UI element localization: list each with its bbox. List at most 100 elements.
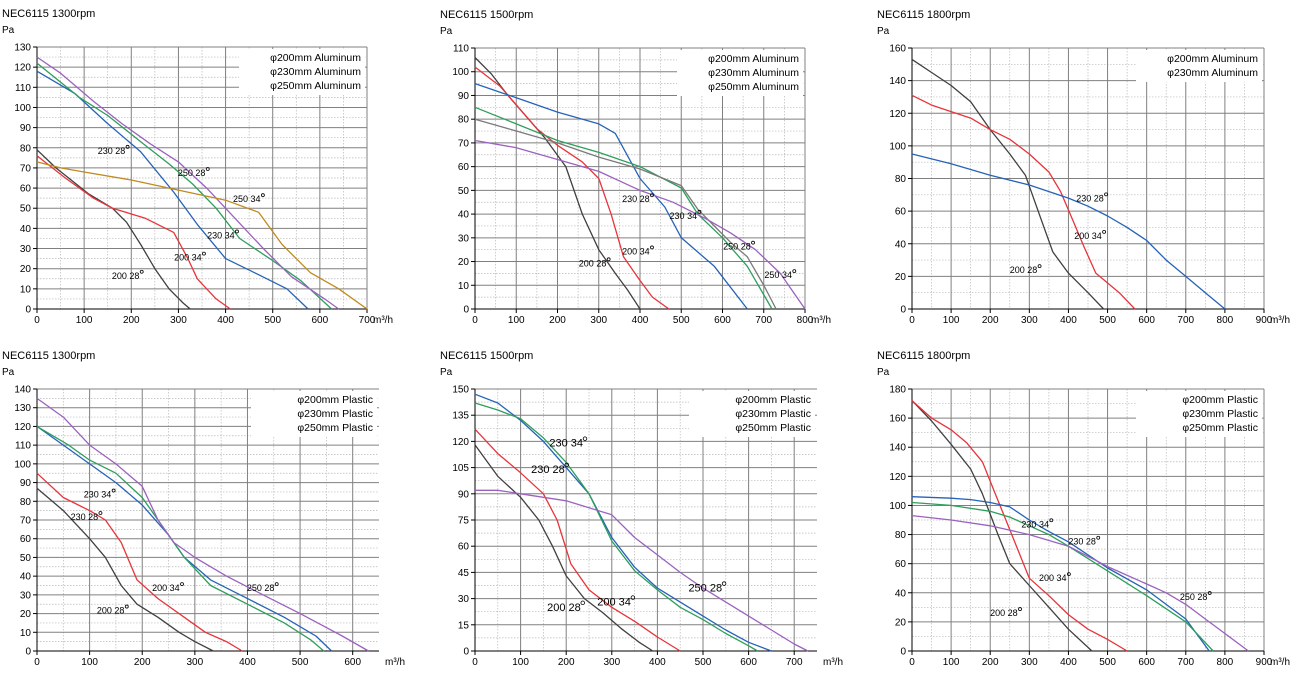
series-line-blue (36, 70, 309, 310)
chart-panel-4: 0 100 200 300 400 500 600 0 10 20 30 40 50 60 70 80 90 10… (2, 350, 405, 668)
x-tick-label: 500 (673, 315, 690, 326)
y-tick-label: 70 (458, 138, 470, 149)
curve-label: 250 28 (723, 242, 751, 252)
x-tick-label: 800 (1217, 657, 1234, 668)
curve-label: 200 34 (597, 597, 631, 609)
series-line-red (36, 155, 231, 310)
y-tick-label: 160 (889, 44, 906, 55)
y-tick-label: 100 (14, 459, 31, 470)
y-tick-label: 0 (25, 647, 31, 658)
series-line-red (36, 472, 243, 652)
chart-panel-1: 0 100 200 300 400 500 600 700 0 10 20 30 40 50 60 70 80 9… (2, 8, 393, 326)
x-tick-label: 100 (81, 657, 98, 668)
x-tick-label: 0 (34, 657, 40, 668)
curve-label: 230 28 (71, 512, 99, 522)
y-tick-label: 80 (458, 115, 470, 126)
legend-entry: φ250mm Plastic (735, 422, 811, 434)
y-tick-label: 0 (900, 647, 906, 658)
series-line-green (474, 106, 773, 310)
curve-label: 230 28 (1076, 193, 1104, 203)
y-tick-label: 30 (20, 590, 32, 601)
legend-box (677, 50, 803, 96)
series-line-green (911, 501, 1214, 652)
legend-box (689, 391, 815, 437)
y-tick-label: 140 (889, 76, 906, 87)
y-axis-unit: Pa (2, 367, 15, 378)
curve-label: 250 28 (178, 168, 206, 178)
chart-panel-5: 0 100 200 300 400 500 600 700 0 15 30 45 60 75 90 105 12… (440, 350, 843, 668)
legend-entry: φ200mm Aluminum (708, 53, 799, 65)
x-tick-label: 900 (1256, 315, 1273, 326)
y-tick-label: 105 (452, 463, 469, 474)
x-tick-label: 500 (1099, 657, 1116, 668)
x-tick-label: 700 (1177, 315, 1194, 326)
degree-symbol (697, 209, 702, 214)
y-tick-label: 10 (20, 284, 32, 295)
x-tick-label: 700 (359, 315, 376, 326)
curve-label: 200 34 (1074, 231, 1102, 241)
series-line-black (36, 149, 191, 310)
y-tick-label: 75 (458, 516, 470, 527)
legend-entry: φ250mm Plastic (297, 422, 373, 434)
x-tick-label: 700 (786, 657, 803, 668)
series-line-purple (36, 397, 369, 652)
legend-box (1136, 50, 1262, 82)
y-tick-label: 70 (20, 163, 32, 174)
y-tick-label: 50 (20, 204, 32, 215)
series-line-purple (475, 489, 809, 652)
legend-entry: φ230mm Plastic (297, 408, 373, 420)
y-tick-label: 80 (20, 143, 32, 154)
series-line-red (911, 400, 1128, 652)
y-tick-label: 10 (458, 281, 470, 292)
degree-symbol (111, 488, 116, 493)
y-axis-unit: Pa (877, 26, 890, 37)
y-tick-label: 135 (452, 411, 469, 422)
y-tick-label: 100 (889, 501, 906, 512)
y-tick-label: 60 (20, 534, 32, 545)
curve-label: 230 28 (531, 464, 565, 476)
y-tick-label: 120 (889, 472, 906, 483)
x-tick-label: 200 (982, 315, 999, 326)
x-tick-label: 400 (632, 315, 649, 326)
y-tick-label: 60 (458, 162, 470, 173)
x-axis-unit: m³/h (385, 657, 405, 668)
y-tick-label: 60 (458, 542, 470, 553)
x-axis-unit: m³/h (823, 657, 843, 668)
y-tick-label: 40 (20, 572, 32, 583)
series-line-black (474, 444, 654, 652)
x-tick-label: 0 (909, 657, 915, 668)
y-tick-label: 45 (458, 568, 470, 579)
chart-title: NEC6115 1500rpm (440, 9, 533, 21)
x-tick-label: 100 (512, 657, 529, 668)
y-tick-label: 15 (458, 620, 470, 631)
x-tick-label: 600 (344, 657, 361, 668)
x-tick-label: 500 (264, 315, 281, 326)
y-tick-label: 140 (14, 385, 31, 396)
y-tick-label: 90 (458, 489, 470, 500)
y-tick-label: 0 (463, 647, 469, 658)
x-tick-label: 300 (603, 657, 620, 668)
x-tick-label: 100 (943, 657, 960, 668)
x-tick-label: 600 (714, 315, 731, 326)
series-line-black (36, 487, 214, 652)
legend-entry: φ250mm Aluminum (270, 80, 361, 92)
x-tick-label: 500 (695, 657, 712, 668)
degree-symbol (98, 511, 103, 515)
y-tick-label: 120 (14, 63, 31, 74)
series-line-red (474, 428, 681, 652)
x-tick-label: 400 (1060, 657, 1077, 668)
y-tick-label: 110 (15, 83, 31, 94)
x-tick-label: 100 (76, 315, 93, 326)
x-axis-unit: m³/h (1270, 657, 1290, 668)
y-tick-label: 30 (458, 594, 470, 605)
chart-panel-2: 0 100 200 300 400 500 600 700 800 0 10 20 30 40 50 60 70… (440, 9, 831, 326)
degree-symbol (180, 582, 184, 587)
curve-label: 230 34 (670, 211, 698, 221)
curve-label: 200 28 (579, 258, 607, 268)
degree-symbol (274, 582, 279, 587)
series-line-black (911, 400, 1093, 652)
y-tick-label: 0 (463, 305, 469, 316)
series-line-red (911, 94, 1136, 310)
legend-box (251, 391, 377, 437)
